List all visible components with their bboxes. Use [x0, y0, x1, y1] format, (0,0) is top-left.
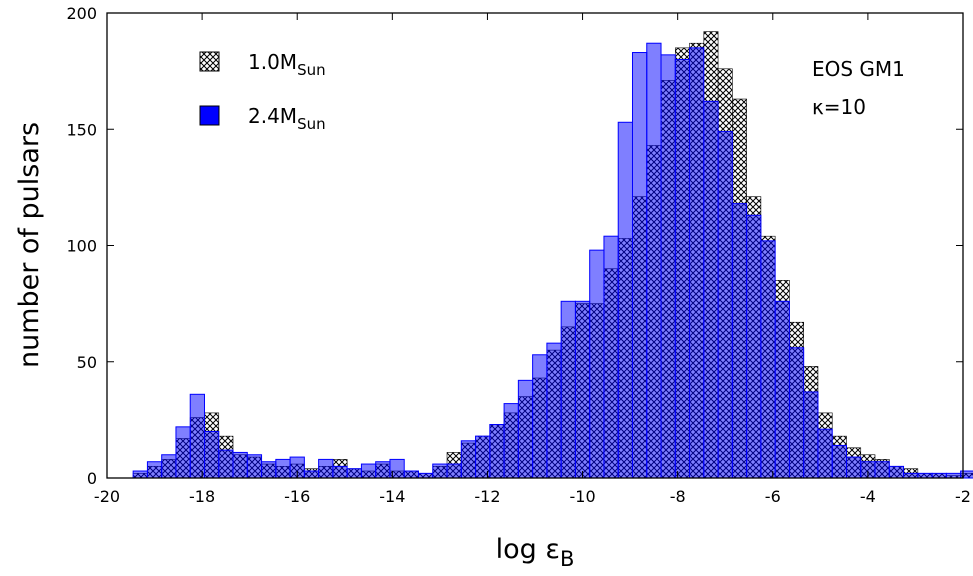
bar-series-2 — [803, 391, 819, 479]
bar-series-2 — [731, 203, 748, 479]
bar-series-2 — [532, 354, 548, 479]
bar-series-2 — [560, 300, 576, 479]
bar-series-2 — [945, 472, 962, 479]
bar-series-2 — [717, 131, 733, 479]
legend: 1.0MSun 2.4MSun — [199, 50, 326, 133]
x-axis-title-main: log ε — [496, 534, 560, 565]
bar-series-2 — [646, 42, 662, 479]
bar-series-2 — [261, 461, 277, 479]
x-tick-label: -6 — [765, 487, 781, 506]
x-tick-label: -20 — [94, 487, 120, 506]
bar-series-2 — [817, 428, 833, 479]
bar-series-2 — [489, 424, 505, 479]
bar-series-2 — [503, 403, 519, 479]
bar-series-2 — [346, 468, 362, 479]
bar-series-2 — [203, 431, 220, 479]
x-tick-label: -4 — [860, 487, 876, 506]
bar-series-2 — [403, 470, 419, 479]
bar-series-2 — [432, 463, 448, 479]
x-tick-label: -14 — [379, 487, 405, 506]
bar-series-2 — [318, 458, 334, 479]
x-tick-label: -16 — [284, 487, 310, 506]
bar-series-2 — [617, 121, 633, 479]
bar-series-2 — [931, 472, 947, 479]
bar-series-2 — [218, 449, 234, 479]
bar-series-2 — [460, 440, 477, 479]
bar-series-2 — [874, 461, 890, 479]
legend-swatch-2 — [199, 105, 220, 126]
bar-series-2 — [674, 59, 691, 479]
bar-series-2 — [517, 379, 534, 479]
legend-label-1-sub: Sun — [297, 61, 326, 79]
y-tick-label: 200 — [66, 4, 97, 23]
bar-series-2 — [375, 461, 391, 479]
bar-series-2 — [917, 472, 933, 479]
bar-series-2 — [146, 461, 163, 479]
legend-label-1-main: 1.0M — [248, 50, 297, 74]
bar-series-2 — [689, 47, 705, 479]
bar-series-2 — [246, 454, 263, 479]
legend-label-2-sub: Sun — [297, 115, 326, 133]
bar-series-2 — [360, 463, 377, 479]
bar-series-2 — [774, 300, 790, 479]
bar-series-2 — [546, 342, 562, 479]
bar-series-2 — [303, 470, 320, 479]
bar-series-2 — [703, 100, 719, 479]
annotation-eos: EOS GM1 — [812, 57, 905, 81]
legend-label-1: 1.0MSun — [248, 50, 326, 79]
legend-label-2: 2.4MSun — [248, 104, 326, 133]
bar-series-2 — [746, 214, 762, 479]
x-axis-title: log εB — [496, 534, 575, 571]
bar-series-2 — [232, 451, 248, 479]
bar-series-2 — [903, 472, 919, 479]
bar-series-2 — [189, 393, 205, 479]
y-tick-label: 0 — [87, 469, 97, 488]
bar-series-2 — [960, 470, 973, 479]
x-axis-title-sub: B — [560, 547, 574, 571]
x-tick-label: -12 — [474, 487, 500, 506]
bar-series-2 — [275, 458, 291, 479]
legend-swatch-1 — [199, 51, 220, 72]
y-tick-label: 150 — [66, 120, 97, 139]
bar-series-2 — [175, 426, 191, 479]
bar-series-2 — [446, 463, 462, 479]
y-axis-title: number of pulsars — [14, 122, 45, 368]
bar-series-2 — [760, 240, 776, 479]
bar-series-2 — [788, 347, 805, 479]
x-tick-label: -2 — [955, 487, 971, 506]
bar-series-2 — [831, 444, 847, 479]
x-tick-label: -8 — [670, 487, 686, 506]
bar-series-2 — [589, 249, 605, 479]
legend-label-2-main: 2.4M — [248, 104, 297, 128]
annotation-kappa: κ=10 — [812, 95, 866, 119]
bar-series-2 — [417, 472, 434, 479]
y-tick-label: 100 — [66, 237, 97, 256]
bar-series-2 — [603, 235, 619, 479]
x-tick-label: -18 — [189, 487, 215, 506]
bar-series-2 — [132, 470, 148, 479]
bar-series-2 — [161, 454, 177, 479]
bar-series-2 — [332, 465, 348, 479]
bar-series-2 — [888, 465, 905, 479]
y-tick-label: 50 — [77, 353, 97, 372]
bar-series-2 — [660, 54, 676, 479]
x-tick-label: -10 — [569, 487, 595, 506]
bar-series-2 — [845, 456, 862, 479]
bar-series-2 — [574, 300, 591, 479]
bar-series-2 — [631, 52, 648, 479]
series-2-bars — [132, 42, 973, 479]
